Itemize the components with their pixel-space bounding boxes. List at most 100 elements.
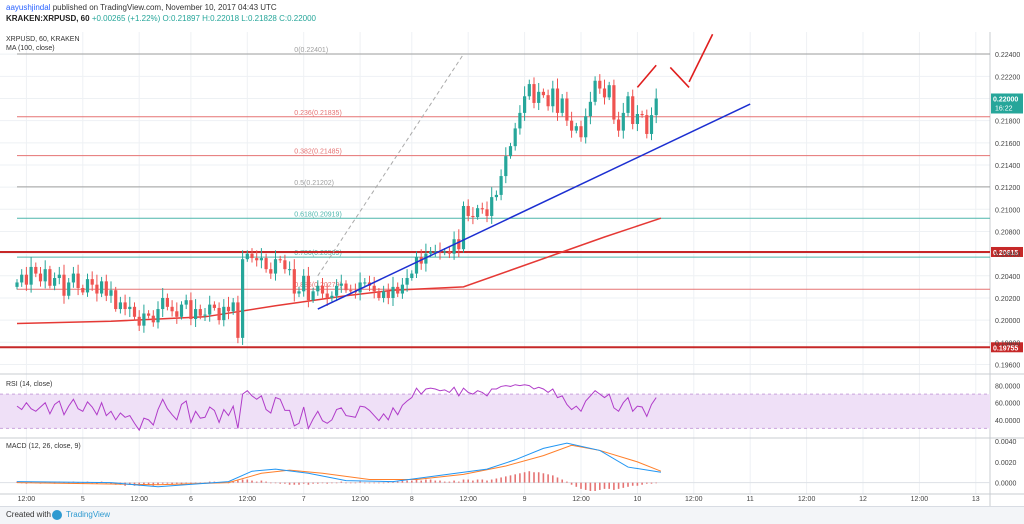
- macd-histogram-bar: [396, 481, 399, 483]
- macd-histogram-bar: [401, 480, 404, 483]
- author-link[interactable]: aayushjindal: [6, 3, 51, 12]
- candle-body: [598, 80, 602, 89]
- macd-histogram-bar: [519, 473, 521, 483]
- candle-body: [541, 91, 545, 96]
- macd-histogram-bar: [650, 482, 653, 484]
- macd-histogram-bar: [326, 482, 328, 484]
- candle-body: [570, 120, 574, 131]
- level-price-label: 0.19755: [993, 345, 1018, 352]
- candle-body: [283, 260, 287, 270]
- candle-body: [433, 251, 437, 253]
- macd-histogram-bar: [270, 482, 272, 484]
- candle-body: [471, 215, 475, 218]
- candle-body: [499, 176, 503, 195]
- macd-histogram-bar: [636, 482, 639, 486]
- candle-body: [100, 281, 104, 294]
- candle-body: [438, 251, 442, 253]
- time-tick-label: 12:00: [572, 496, 590, 503]
- candle-body: [513, 128, 517, 147]
- time-tick-label: 12:00: [239, 496, 257, 503]
- candle-body: [71, 273, 75, 283]
- macd-histogram-bar: [288, 482, 291, 485]
- macd-histogram-bar: [279, 482, 281, 484]
- macd-histogram-bar: [237, 480, 239, 483]
- candle-body: [452, 239, 456, 254]
- candle-body: [104, 281, 108, 296]
- candle-body: [527, 84, 531, 97]
- macd-histogram-bar: [143, 482, 145, 485]
- candle-body: [222, 306, 226, 321]
- candle-body: [339, 283, 343, 286]
- macd-histogram-bar: [176, 482, 178, 484]
- macd-histogram-bar: [443, 481, 446, 483]
- macd-histogram-bar: [96, 482, 98, 484]
- macd-histogram-bar: [542, 473, 545, 483]
- macd-histogram-bar: [180, 482, 183, 484]
- macd-histogram-bar: [260, 480, 263, 483]
- rsi-line: [16, 384, 657, 432]
- macd-histogram-bar: [387, 481, 390, 483]
- candle-body: [649, 115, 654, 134]
- candle-body: [325, 293, 329, 298]
- last-price-label: 0.22000: [993, 96, 1018, 103]
- candle-body: [132, 306, 137, 317]
- time-tick-label: 7: [302, 496, 306, 503]
- macd-histogram-bar: [359, 481, 361, 483]
- macd-histogram-bar: [486, 480, 488, 483]
- ohlc-values: O:0.21897 H:0.22018 L:0.21828 C:0.22000: [162, 14, 317, 23]
- macd-histogram-bar: [467, 479, 469, 483]
- candle-body: [273, 259, 278, 274]
- price-tick-label: 0.19600: [995, 362, 1020, 369]
- macd-histogram-bar: [382, 482, 385, 484]
- macd-histogram-bar: [490, 479, 493, 483]
- candle-body: [466, 205, 470, 216]
- macd-histogram-bar: [556, 477, 559, 483]
- macd-histogram-bar: [194, 482, 197, 484]
- chart-header: aayushjindal published on TradingView.co…: [0, 0, 1024, 32]
- macd-histogram-bar: [533, 472, 535, 483]
- candle-body: [137, 316, 141, 326]
- candle-body: [208, 304, 212, 315]
- candle-body: [358, 282, 362, 293]
- time-tick-label: 12:00: [18, 496, 36, 503]
- level-price-badge: [991, 342, 1023, 353]
- macd-histogram-bar: [425, 479, 427, 483]
- candle-body: [621, 112, 625, 131]
- fib-trend-dashed-line: [317, 53, 464, 277]
- candle-body: [29, 266, 33, 285]
- time-tick-label: 12:00: [130, 496, 148, 503]
- candle-body: [494, 194, 498, 198]
- macd-histogram-bar: [129, 482, 131, 485]
- macd-histogram-bar: [166, 482, 169, 484]
- price-tick-label: 0.21600: [995, 141, 1020, 148]
- macd-histogram-bar: [392, 481, 394, 483]
- tradingview-brand-link[interactable]: TradingView: [66, 510, 111, 519]
- price-tick-label: 0.20000: [995, 318, 1020, 325]
- macd-histogram-bar: [185, 482, 187, 484]
- macd-histogram-bar: [298, 482, 300, 485]
- macd-histogram-bar: [157, 482, 159, 485]
- tradingview-logo-icon[interactable]: [52, 510, 62, 520]
- macd-histogram-bar: [77, 482, 79, 484]
- publish-line: aayushjindal published on TradingView.co…: [6, 3, 277, 12]
- macd-histogram-bar: [603, 482, 606, 489]
- macd-histogram-bar: [514, 474, 516, 483]
- macd-histogram-bar: [599, 482, 601, 490]
- candle-body: [461, 205, 466, 250]
- macd-histogram-bar: [575, 482, 578, 487]
- macd-histogram-bar: [368, 482, 371, 484]
- candle-body: [203, 314, 207, 316]
- macd-histogram-bar: [434, 480, 437, 483]
- macd-histogram-bar: [641, 482, 643, 485]
- candle-body: [85, 279, 90, 293]
- candle-body: [53, 278, 57, 286]
- support-trend-line: [317, 103, 751, 310]
- candle-body: [241, 259, 245, 338]
- candle-body: [264, 258, 268, 270]
- candle-body: [109, 290, 113, 296]
- candle-body: [165, 297, 169, 307]
- candle-body: [344, 283, 348, 291]
- candle-body: [147, 313, 151, 316]
- macd-histogram-bar: [373, 482, 375, 484]
